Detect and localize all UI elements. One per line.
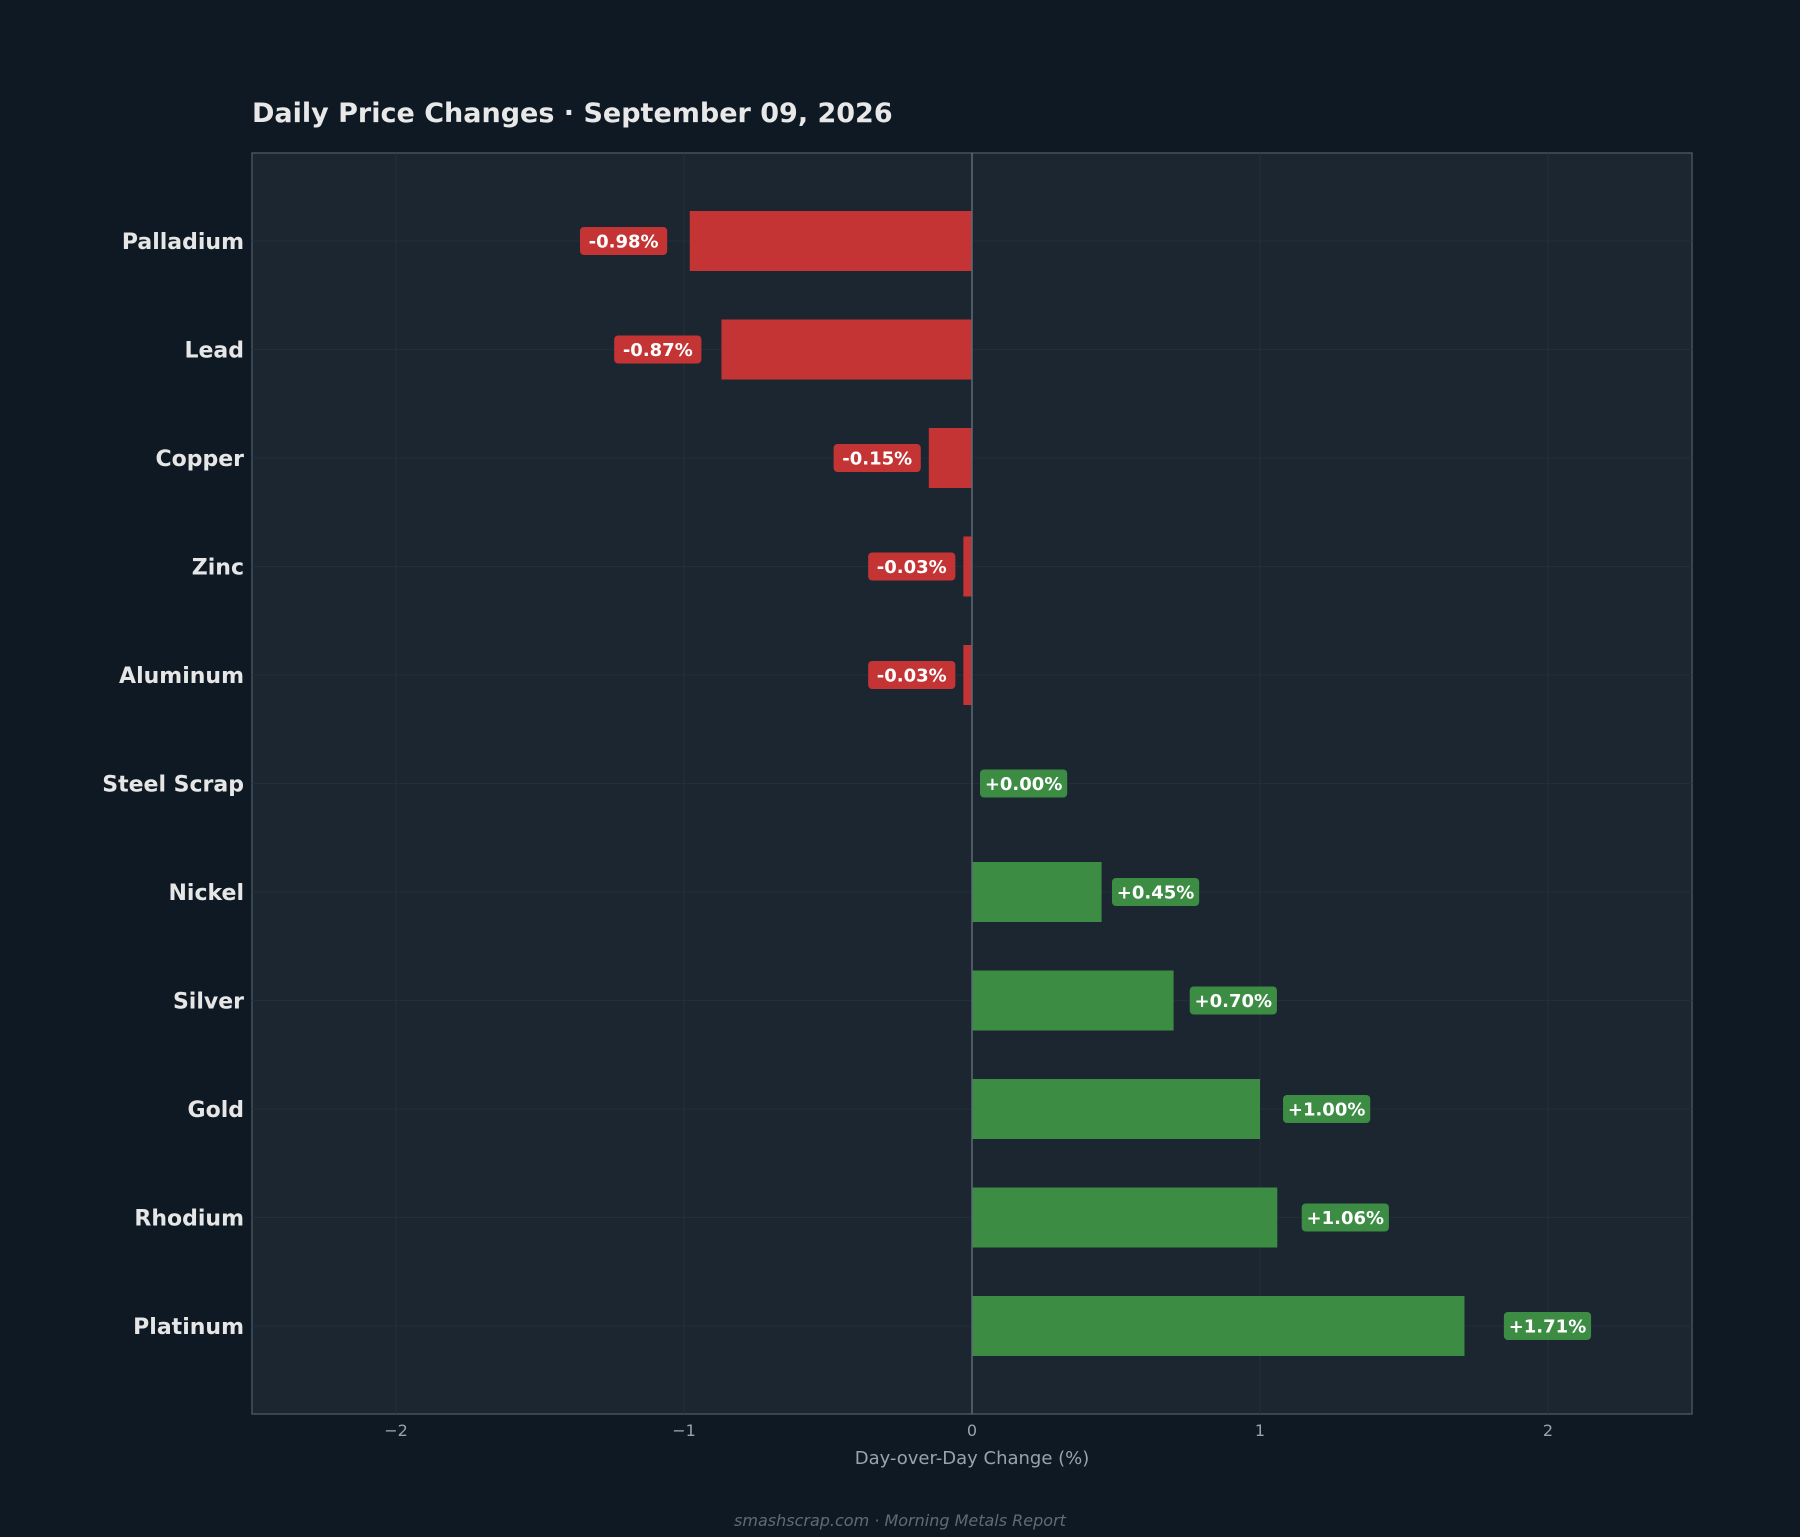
bar-aluminum (963, 645, 972, 705)
value-label-badge: +0.45% (1111, 878, 1200, 906)
bar-platinum (972, 1296, 1465, 1356)
value-label-bg (868, 661, 956, 689)
category-label: Zinc (192, 556, 244, 581)
x-tick-label: 0 (967, 1421, 977, 1440)
value-label-badge: +0.00% (980, 769, 1068, 798)
value-label-bg (980, 769, 1068, 798)
value-label-bg (579, 227, 668, 255)
value-label: +1.71% (1509, 1317, 1587, 1338)
value-label: +1.00% (1288, 1100, 1366, 1121)
bar-zinc (963, 536, 972, 597)
chart-title: Daily Price Changes · September 09, 2026 (252, 98, 893, 129)
bar-copper (928, 428, 972, 488)
value-label: -0.87% (623, 340, 693, 361)
value-labels-layer: -0.98% -0.87% -0.15% -0.03% -0.03% +0.00% +0.4… (579, 227, 1592, 1340)
category-label: Gold (188, 1098, 244, 1123)
value-label-bg (868, 552, 956, 581)
value-label-badge: +1.06% (1301, 1203, 1389, 1232)
value-label-bg (1283, 1095, 1371, 1123)
value-label: -0.03% (877, 557, 947, 578)
value-label-badge: +1.71% (1503, 1312, 1592, 1340)
category-label: Copper (155, 447, 244, 472)
bar-rhodium (972, 1187, 1278, 1248)
value-label: +0.45% (1117, 883, 1195, 904)
x-tick-labels-layer: −2 −1 0 1 2 (384, 1421, 1553, 1440)
category-label: Aluminum (119, 664, 244, 689)
bar-gold (972, 1079, 1260, 1139)
value-label-bg (833, 444, 921, 472)
value-label-badge: -0.03% (868, 661, 956, 689)
value-label-bg (1301, 1203, 1389, 1232)
category-label: Rhodium (134, 1207, 244, 1232)
x-tick-label: 1 (1255, 1421, 1265, 1440)
value-label: +1.06% (1307, 1208, 1385, 1229)
category-label: Lead (184, 339, 244, 364)
value-label-badge: -0.87% (614, 335, 702, 364)
bar-palladium (689, 211, 972, 271)
category-label: Palladium (122, 230, 244, 255)
bars-layer (689, 211, 1465, 1356)
value-label-bg (1111, 878, 1200, 906)
value-label-bg (1503, 1312, 1592, 1340)
category-labels-layer: Palladium Lead Copper Zinc Aluminum Steel Scr… (102, 230, 244, 1340)
value-label: -0.15% (842, 449, 912, 470)
value-label-bg (614, 335, 702, 364)
value-label-badge: +0.70% (1189, 986, 1277, 1015)
bar-lead (721, 319, 972, 380)
value-label: +0.70% (1195, 991, 1273, 1012)
value-label-badge: -0.03% (868, 552, 956, 581)
category-label: Silver (173, 990, 244, 1015)
bar-nickel (972, 862, 1102, 922)
footer-text: smashscrap.com · Morning Metals Report (734, 1511, 1067, 1530)
value-label-badge: -0.98% (579, 227, 668, 255)
bar-silver (972, 970, 1174, 1031)
x-tick-label: 2 (1543, 1421, 1553, 1440)
category-label: Platinum (133, 1315, 244, 1340)
value-label-badge: +1.00% (1283, 1095, 1371, 1123)
value-label: +0.00% (985, 774, 1063, 795)
value-label-bg (1189, 986, 1277, 1015)
value-label: -0.03% (877, 666, 947, 687)
x-tick-label: −2 (384, 1421, 408, 1440)
value-label-badge: -0.15% (833, 444, 921, 472)
x-axis-title: Day-over-Day Change (%) (855, 1448, 1090, 1469)
value-label: -0.98% (589, 232, 659, 253)
category-label: Steel Scrap (102, 773, 244, 798)
category-label: Nickel (169, 881, 245, 906)
x-tick-label: −1 (672, 1421, 696, 1440)
